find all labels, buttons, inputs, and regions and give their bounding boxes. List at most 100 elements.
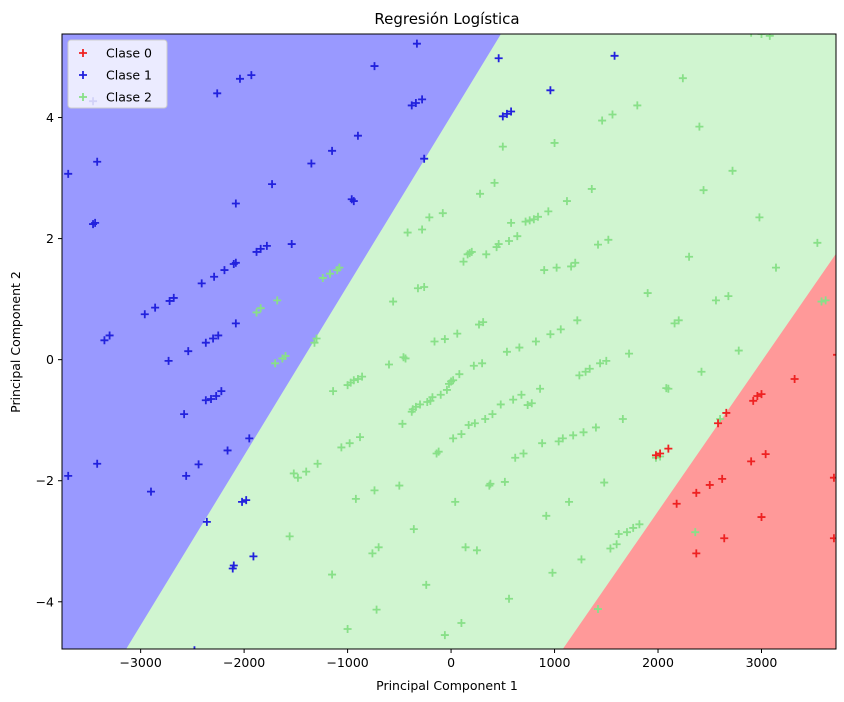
point-clase-1 (184, 347, 193, 356)
point-clase-2 (618, 414, 627, 423)
point-clase-1 (407, 101, 416, 110)
point-clase-2 (353, 375, 362, 384)
point-clase-1 (268, 180, 277, 189)
point-clase-2 (643, 289, 652, 298)
point-clase-1 (210, 272, 219, 281)
point-clase-2 (328, 570, 337, 579)
point-clase-1 (140, 310, 149, 319)
point-clase-2 (434, 447, 443, 456)
point-clase-2 (271, 359, 280, 368)
point-clase-2 (500, 477, 509, 486)
point-clase-2 (556, 325, 565, 334)
point-clase-2 (475, 320, 484, 329)
point-clase-2 (370, 486, 379, 495)
point-clase-2 (554, 437, 563, 446)
point-clase-1 (169, 293, 178, 302)
point-clase-1 (249, 552, 258, 561)
point-clase-2 (546, 330, 555, 339)
point-clase-0 (692, 488, 701, 497)
point-clase-2 (422, 580, 431, 589)
point-clase-2 (635, 520, 644, 529)
point-clase-2 (440, 335, 449, 344)
point-clase-2 (490, 178, 499, 187)
point-clase-2 (515, 343, 524, 352)
point-clase-1 (229, 561, 238, 570)
point-clase-2 (440, 631, 449, 640)
point-clase-2 (664, 384, 673, 393)
point-clase-2 (479, 318, 488, 327)
point-clase-1 (245, 434, 254, 443)
point-clase-1 (217, 387, 226, 396)
point-clase-2 (482, 250, 491, 259)
point-clase-2 (453, 329, 462, 338)
point-clase-2 (464, 421, 473, 430)
point-clase-1 (193, 646, 196, 649)
point-clase-2 (313, 459, 322, 468)
point-clase-2 (552, 263, 561, 272)
point-clase-1 (507, 107, 516, 116)
point-clase-2 (562, 197, 571, 206)
point-clase-1 (308, 26, 316, 34)
point-clase-2 (699, 186, 708, 195)
point-clase-2 (455, 370, 464, 379)
point-clase-1 (220, 266, 229, 275)
point-clase-2 (351, 494, 360, 503)
point-clase-2 (416, 400, 425, 409)
x-tick-label: 0 (447, 655, 455, 670)
point-clase-2 (470, 419, 479, 428)
point-clase-2 (548, 568, 557, 577)
point-clase-1 (252, 247, 261, 256)
point-clase-2 (670, 319, 679, 328)
point-clase-2 (600, 478, 609, 487)
point-clase-2 (511, 453, 520, 462)
point-clase-2 (567, 262, 576, 271)
point-clase-2 (538, 439, 547, 448)
point-clase-2 (335, 263, 344, 272)
point-clase-2 (486, 479, 495, 488)
point-clase-1 (420, 154, 429, 163)
point-clase-0 (829, 473, 836, 482)
point-clase-1 (180, 410, 189, 419)
point-clase-2 (372, 605, 381, 614)
point-clase-1 (93, 459, 102, 468)
point-clase-1 (307, 159, 316, 168)
point-clase-2 (523, 401, 532, 410)
point-clase-1 (214, 331, 223, 340)
point-clase-1 (164, 356, 173, 365)
point-clase-2 (374, 543, 383, 552)
point-clase-2 (384, 360, 393, 369)
point-clase-2 (569, 431, 578, 440)
point-clase-2 (469, 361, 478, 370)
point-clase-2 (285, 532, 294, 541)
point-clase-1 (502, 109, 511, 118)
x-tick-label: −3000 (119, 655, 161, 670)
point-clase-2 (571, 258, 580, 267)
point-clase-1 (93, 157, 102, 166)
point-clase-1 (256, 244, 265, 253)
point-clase-2 (540, 266, 549, 275)
point-clase-2 (579, 428, 588, 437)
point-clase-1 (182, 471, 191, 480)
point-clase-2 (476, 189, 485, 198)
point-clase-2 (436, 390, 445, 399)
point-clase-2 (459, 257, 468, 266)
point-clase-2 (343, 625, 352, 634)
point-clase-2 (633, 101, 642, 110)
point-clase-0 (790, 375, 799, 384)
point-clase-1 (212, 391, 221, 400)
point-clase-2 (281, 352, 290, 361)
point-clase-1 (231, 199, 240, 208)
point-clase-2 (591, 423, 600, 432)
point-clase-2 (750, 34, 753, 37)
point-clase-2 (420, 283, 429, 292)
point-clase-2 (345, 439, 354, 448)
point-clase-2 (517, 390, 526, 399)
point-clase-2 (629, 523, 638, 532)
point-clase-2 (765, 34, 774, 40)
point-clase-2 (312, 334, 321, 343)
point-clase-2 (293, 473, 302, 482)
point-clase-2 (604, 235, 613, 244)
point-clase-2 (389, 297, 398, 306)
point-clase-2 (413, 284, 422, 293)
